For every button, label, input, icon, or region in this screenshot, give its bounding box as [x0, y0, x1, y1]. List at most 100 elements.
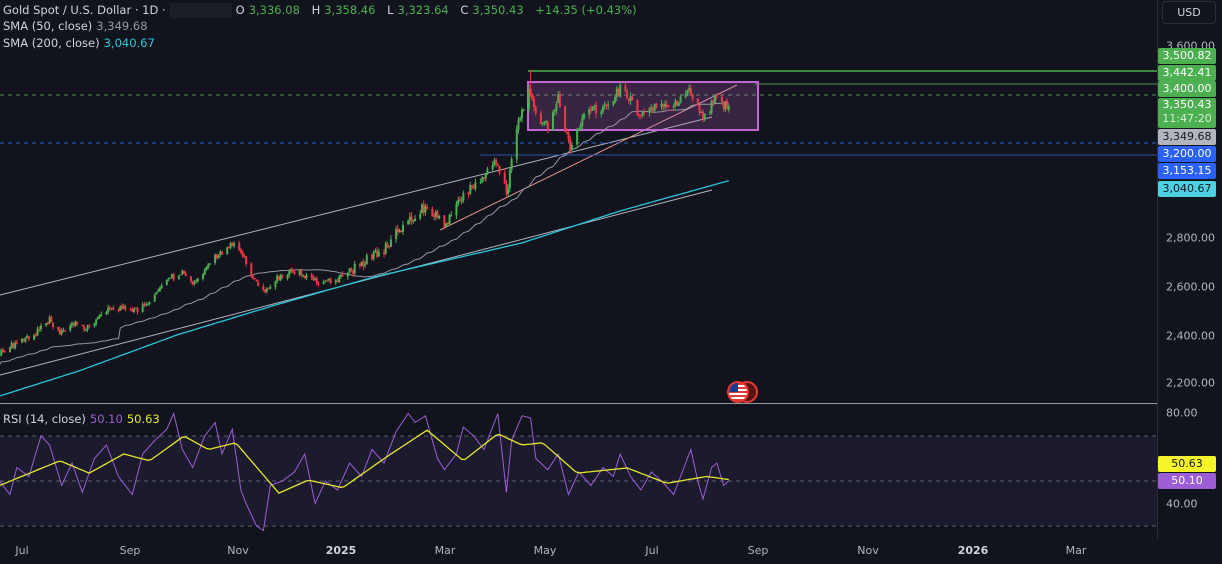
candle — [93, 322, 96, 328]
candle-body — [448, 214, 451, 224]
candle-body — [341, 275, 344, 277]
candle-body — [498, 165, 501, 173]
price-tag-3500: 3,500.82 — [1158, 48, 1216, 64]
candle — [372, 250, 375, 261]
candle — [576, 127, 579, 147]
sma200-line[interactable] — [0, 180, 730, 397]
candle-body — [410, 216, 413, 222]
candle-body — [555, 103, 558, 111]
candle — [339, 274, 342, 279]
candle-body — [600, 111, 603, 115]
candle — [555, 101, 558, 115]
candle — [714, 94, 717, 104]
candle — [95, 318, 98, 327]
symbol-title[interactable]: Gold Spot / U.S. Dollar · 1D · — [3, 3, 166, 17]
candle — [577, 127, 580, 130]
candle-body — [169, 277, 172, 279]
trend-line-support[interactable] — [439, 84, 738, 231]
candle-body — [727, 106, 730, 110]
candle — [119, 305, 122, 311]
candle — [701, 108, 704, 123]
candle — [557, 91, 560, 104]
candle — [177, 275, 180, 280]
candle — [57, 326, 60, 332]
candle — [303, 275, 306, 279]
candle — [450, 211, 453, 217]
candle-body — [70, 323, 73, 326]
candle — [370, 254, 373, 261]
candle — [112, 305, 115, 311]
candle-body — [227, 247, 230, 249]
range-box[interactable] — [527, 81, 759, 131]
rsi-legend[interactable]: RSI (14, close) 50.10 50.63 — [3, 412, 160, 426]
candle — [193, 280, 196, 286]
candle-body — [398, 230, 401, 233]
candle-body — [664, 103, 667, 107]
drawings[interactable] — [0, 70, 1157, 376]
candle-body — [522, 109, 525, 111]
candle — [626, 88, 629, 100]
candle — [696, 97, 699, 106]
candle — [217, 254, 220, 259]
trend-channel-upper[interactable] — [0, 116, 713, 296]
candle — [279, 273, 282, 282]
candle — [408, 212, 411, 225]
candle — [498, 165, 501, 176]
candle — [264, 288, 267, 294]
candle-body — [612, 101, 615, 105]
candle-body — [703, 113, 706, 120]
candle — [686, 89, 689, 97]
candle — [96, 316, 99, 320]
candle-body — [95, 319, 98, 325]
candle — [600, 109, 603, 118]
candle-body — [593, 105, 596, 107]
candle-body — [691, 93, 694, 99]
candle-body — [531, 93, 534, 100]
candle-body — [134, 307, 137, 309]
candle — [117, 308, 120, 313]
ohlc-low: L 3,323.64 — [387, 3, 449, 17]
sma50-legend[interactable]: SMA (50, close) 3,349.68 — [3, 19, 148, 33]
chart-canvas[interactable] — [0, 0, 1157, 538]
candle-body — [457, 200, 460, 204]
time-tick: Mar — [434, 544, 456, 557]
candle-body — [534, 107, 537, 114]
candle — [422, 200, 425, 217]
candle-body — [267, 288, 270, 290]
candle — [402, 220, 405, 236]
candle-body — [262, 286, 265, 291]
candle-body — [576, 129, 579, 145]
sma200-legend[interactable]: SMA (200, close) 3,040.67 — [3, 36, 155, 50]
candle-body — [279, 274, 282, 281]
us-flag-icon[interactable] — [727, 381, 749, 403]
candle — [383, 248, 386, 258]
candle — [446, 221, 449, 226]
candle-body — [327, 278, 330, 280]
candle — [424, 203, 427, 216]
candle-body — [720, 96, 723, 103]
rsi-line[interactable] — [0, 411, 730, 532]
candle — [624, 81, 627, 93]
candle — [676, 100, 679, 106]
candle — [529, 69, 532, 98]
candle-body — [626, 91, 629, 99]
candle-body — [495, 160, 498, 164]
candle-body — [570, 145, 573, 151]
candle — [527, 84, 530, 113]
sma50-line[interactable] — [0, 102, 729, 365]
candle-body — [193, 282, 196, 284]
candle — [338, 274, 341, 284]
candle-body — [265, 288, 268, 292]
candle — [129, 307, 132, 311]
rsi-ma-line[interactable] — [0, 429, 729, 494]
candle — [522, 108, 525, 112]
candle — [72, 321, 75, 328]
candle-body — [460, 200, 463, 202]
currency-button[interactable]: USD — [1162, 1, 1216, 24]
candle — [134, 307, 137, 309]
candle — [708, 110, 711, 116]
candle-body — [510, 158, 513, 170]
candle-body — [98, 315, 101, 318]
candle-body — [257, 281, 260, 287]
candle — [300, 268, 303, 278]
